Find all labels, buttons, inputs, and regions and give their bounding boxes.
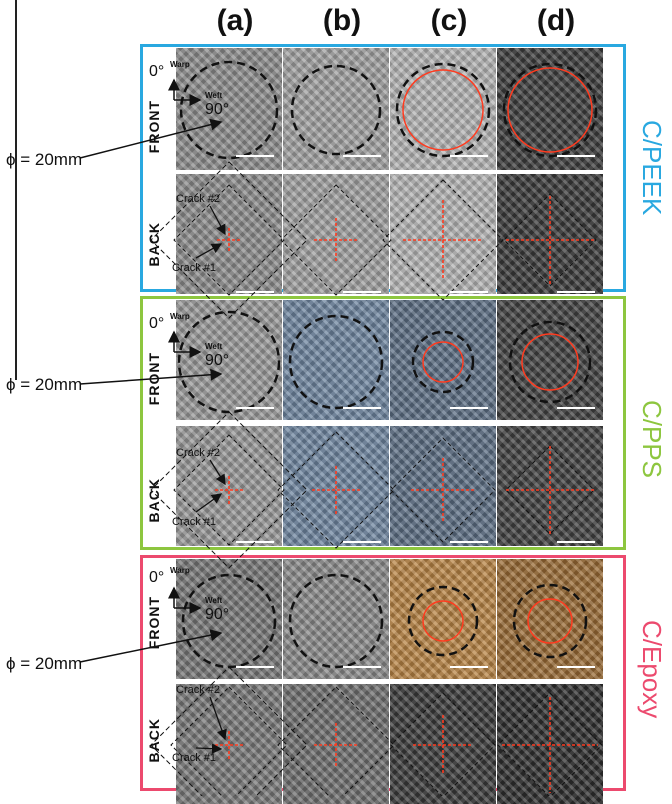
photo-pps-back-b (283, 426, 389, 546)
column-header-d: (d) (536, 4, 576, 37)
row-label-front-pps: FRONT (146, 352, 162, 406)
photo-peek-front-b (283, 48, 389, 170)
weft-label-epoxy: Weft (205, 596, 223, 605)
warp-label-epoxy: Warp (170, 566, 190, 575)
crack1-label-pps: Crack #1 (172, 516, 217, 528)
crack2-label-pps: Crack #2 (176, 447, 221, 459)
photo-pps-back-c (390, 426, 496, 546)
diameter-label-peek: ϕ = 20mm (6, 150, 83, 169)
material-label-epoxy: C/Epoxy (637, 620, 667, 719)
photo-peek-front-c (390, 48, 496, 170)
photo-pps-back-a (176, 426, 282, 546)
photo-epoxy-front-c (390, 559, 496, 679)
photo-peek-back-b (283, 174, 389, 294)
diameter-label-epoxy: ϕ = 20mm (6, 654, 83, 673)
row-label-back-peek: BACK (146, 222, 162, 267)
column-header-b: (b) (322, 4, 362, 37)
material-label-pps: C/PPS (637, 400, 667, 479)
photo-epoxy-back-d (497, 684, 603, 804)
material-label-peek: C/PEEK (637, 120, 667, 216)
photo-peek-back-c (390, 174, 496, 294)
ninety-degree-label-peek: 90° (205, 101, 230, 118)
photo-pps-front-b (283, 300, 389, 420)
photo-peek-back-d (497, 174, 603, 294)
weft-label-pps: Weft (205, 342, 223, 351)
photo-epoxy-front-d (497, 559, 603, 679)
ninety-degree-label-epoxy: 90° (205, 606, 230, 623)
crack1-label-epoxy: Crack #1 (172, 752, 217, 764)
crack1-label-peek: Crack #1 (172, 262, 217, 274)
photo-epoxy-back-b (283, 684, 389, 804)
crack2-label-peek: Crack #2 (176, 193, 221, 205)
photo-epoxy-back-a (176, 684, 282, 804)
vertical-guide-line (15, 0, 17, 380)
photo-pps-back-d (497, 426, 603, 546)
zero-degree-label-epoxy: 0° (149, 569, 165, 586)
row-label-front-peek: FRONT (146, 100, 162, 154)
row-label-back-epoxy: BACK (146, 718, 162, 763)
crack2-label-epoxy: Crack #2 (176, 684, 221, 696)
ninety-degree-label-pps: 90° (205, 352, 230, 369)
zero-degree-label-pps: 0° (149, 315, 165, 332)
warp-label-pps: Warp (170, 312, 190, 321)
diameter-label-pps: ϕ = 20mm (6, 375, 83, 394)
photo-epoxy-front-b (283, 559, 389, 679)
zero-degree-label-peek: 0° (149, 63, 165, 80)
photo-pps-front-d (497, 300, 603, 420)
photo-peek-back-a (176, 174, 282, 294)
column-header-a: (a) (216, 4, 254, 37)
column-header-c: (c) (430, 4, 468, 37)
photo-pps-front-c (390, 300, 496, 420)
row-label-back-pps: BACK (146, 478, 162, 523)
photo-epoxy-back-c (390, 684, 496, 804)
photo-peek-front-d (497, 48, 603, 170)
warp-label-peek: Warp (170, 60, 190, 69)
weft-label-peek: Weft (205, 91, 223, 100)
row-label-front-epoxy: FRONT (146, 596, 162, 650)
